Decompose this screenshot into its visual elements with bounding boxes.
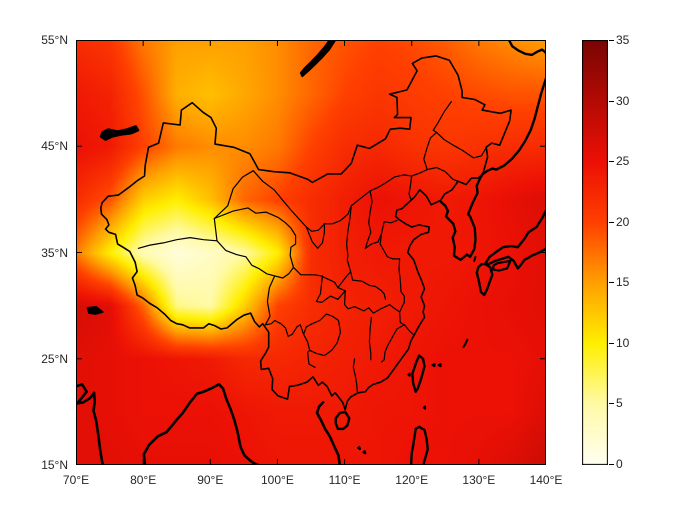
province-hunan-jiangxi (368, 316, 372, 361)
province-inner-mongolia-northeast (423, 101, 452, 171)
province-heilongjiang-jilin (436, 131, 488, 159)
x-tick-label: 110°E (328, 473, 361, 487)
island-okinawa (462, 338, 469, 349)
island-penghu-dot (407, 372, 411, 377)
colorbar-tick-mark (609, 40, 614, 41)
colorbar-tick-label: 25 (616, 154, 630, 169)
colorbar-tick-label: 5 (616, 396, 623, 411)
lake-baikal (299, 40, 337, 78)
province-jiangsu-anhui (398, 258, 405, 303)
coast-bay-of-bengal (142, 383, 262, 465)
province-hebei-henan (364, 232, 383, 249)
coast-okhotsk (507, 40, 546, 57)
province-hebei-liaoning (408, 175, 413, 200)
province-shanxi-hebei (364, 190, 373, 249)
province-xinjiang-qinghai-gansu (213, 170, 254, 242)
colorbar-tick-label: 30 (616, 93, 630, 108)
islands-yaeyama-dot-1 (431, 363, 436, 368)
province-shandong (379, 220, 401, 260)
province-guizhou-loop (303, 313, 342, 357)
province-chongqing (315, 275, 346, 303)
island-luzon (409, 425, 429, 465)
islands-paracel-dot-1 (357, 445, 361, 451)
province-sichuan-north (292, 266, 346, 292)
province-henan-hubei (350, 271, 387, 300)
province-shaanxi-shanxi (337, 205, 352, 289)
colorbar-tick-mark (609, 343, 614, 344)
colorbar-tick-mark (609, 282, 614, 283)
island-hainan (334, 410, 351, 431)
province-yunnan-sichuan (264, 319, 305, 337)
lake-northwest-india (86, 305, 104, 315)
province-hubei-hunan-jiangxi (344, 290, 401, 314)
islands-batanes-dot (422, 405, 427, 410)
colorbar-tick-label: 20 (616, 214, 630, 229)
y-tick-label: 55°N (41, 33, 68, 47)
coast-vietnam (315, 401, 342, 465)
heatmap-canvas (76, 40, 546, 465)
colorbar-tick-mark (609, 101, 614, 102)
province-guangdong-guangxi (352, 358, 358, 393)
colorbar-tick-label: 15 (616, 275, 630, 290)
colorbar-tick-label: 0 (616, 457, 623, 471)
colorbar-tick-label: 35 (616, 33, 630, 47)
x-tick-label: 100°E (261, 473, 294, 487)
y-tick-label: 35°N (41, 245, 68, 260)
axes-box (76, 40, 546, 465)
coast-india-west (76, 383, 105, 465)
y-tick-label: 25°N (41, 351, 68, 366)
islands-paracel-dot-2 (362, 450, 367, 455)
province-jiangxi-fujian (380, 324, 405, 363)
province-yunnan-east (307, 349, 316, 368)
islands-yaeyama-dot-2 (437, 363, 442, 368)
map-boundaries-overlay (76, 40, 546, 465)
island-tsushima (473, 255, 477, 262)
x-tick-label: 70°E (62, 473, 90, 487)
colorbar-tick-mark (609, 222, 614, 223)
province-jilin-liaoning (426, 166, 459, 182)
island-kyushu (475, 263, 494, 297)
colorbar-tick-mark (609, 161, 614, 162)
lake-balkhash (99, 125, 140, 141)
coast-russia-sea-of-japan (481, 75, 546, 176)
x-tick-label: 90°E (197, 473, 224, 487)
y-tick-label: 45°N (41, 139, 68, 154)
colorbar-gradient-canvas (582, 40, 608, 465)
x-tick-label: 140°E (529, 473, 563, 487)
province-inner-mongolia-south (252, 169, 428, 232)
colorbar (582, 40, 608, 465)
province-tibet-qinghai-sichuan (216, 240, 276, 326)
province-zhejiang (399, 301, 415, 336)
coast-korea (439, 172, 485, 262)
colorbar-tick-mark (609, 403, 614, 404)
island-shikoku (491, 259, 512, 272)
colorbar-tick-mark (609, 464, 614, 465)
x-tick-label: 80°E (130, 473, 157, 487)
x-tick-label: 130°E (462, 473, 496, 487)
x-tick-label: 120°E (395, 473, 429, 487)
province-qinghai-gansu (213, 207, 297, 279)
island-taiwan (411, 354, 426, 393)
china-national-border (100, 55, 512, 411)
island-honshu (484, 207, 546, 270)
plot-area (76, 40, 546, 465)
province-xinjiang-tibet (137, 237, 218, 249)
colorbar-tick-label: 10 (616, 335, 630, 350)
province-ningxia (305, 223, 325, 249)
y-tick-label: 15°N (41, 458, 68, 472)
